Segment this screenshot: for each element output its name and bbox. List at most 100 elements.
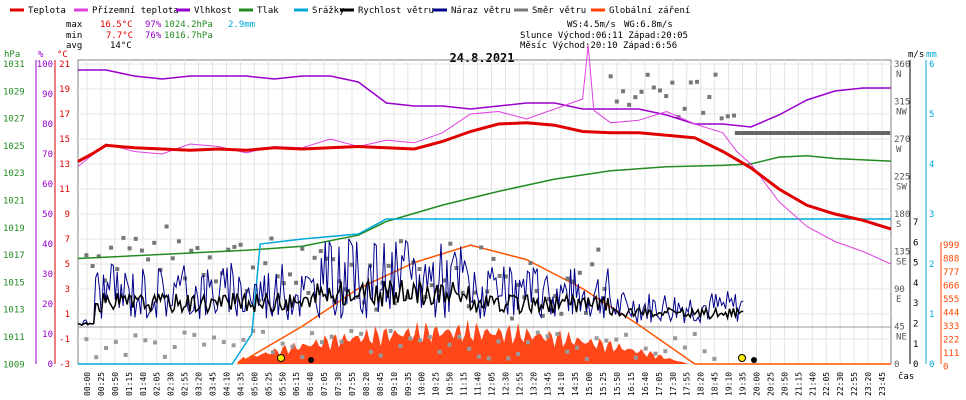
- wind-direction-dot: [270, 350, 275, 355]
- wind-direction-dot: [84, 337, 89, 342]
- wind-direction-dot: [349, 262, 354, 267]
- wind-direction-dot: [506, 356, 511, 361]
- wind-direction-dot: [860, 131, 865, 135]
- wind-direction-dot: [241, 337, 246, 342]
- hum-tick-label: 100: [37, 60, 53, 70]
- wind-direction-dot: [824, 131, 829, 135]
- wind-direction-dot: [594, 336, 599, 341]
- series-wind-speed: [77, 277, 744, 326]
- dir-tick-name: NE: [896, 333, 907, 343]
- hum-tick-label: 0: [48, 360, 53, 370]
- wind-direction-dot: [294, 280, 299, 285]
- wind-direction-dot: [604, 338, 609, 343]
- wind-direction-dot: [651, 85, 656, 90]
- dir-tick-label: 225: [894, 173, 910, 183]
- wind-direction-dot: [324, 256, 329, 261]
- wind-direction-dot: [732, 113, 737, 118]
- wind-direction-dot: [418, 338, 423, 343]
- wind-direction-dot: [883, 131, 888, 135]
- x-tick-label: 17:55: [683, 372, 692, 396]
- stats-max-press: 1024.2hPa: [164, 20, 213, 30]
- hum-tick-label: 20: [42, 300, 53, 310]
- x-tick-label: 02:05: [153, 372, 162, 396]
- rad-tick-label: 222: [943, 336, 959, 346]
- wind-direction-dot: [94, 355, 99, 360]
- wind-direction-dot: [398, 344, 403, 349]
- wind-direction-dot: [740, 131, 745, 135]
- press-tick-label: 1015: [3, 278, 25, 288]
- wind-tick-label: 4: [913, 279, 918, 289]
- press-tick-label: 1019: [3, 224, 25, 234]
- stats-max-label: max: [66, 20, 83, 30]
- legend-label: Srážky: [312, 6, 345, 16]
- wind-direction-dot: [779, 131, 784, 135]
- wind-direction-dot: [496, 339, 501, 344]
- x-tick-label: 15:50: [613, 372, 622, 396]
- dir-tick-name: N: [896, 70, 901, 80]
- dir-tick-name: NW: [896, 108, 907, 118]
- wind-direction-dot: [516, 282, 521, 287]
- x-tick-label: 02:30: [167, 372, 176, 396]
- wind-direction-dot: [251, 328, 256, 333]
- wind-direction-dot: [319, 340, 324, 345]
- wind-direction-dot: [765, 131, 770, 135]
- wind-direction-dot: [476, 354, 481, 359]
- hum-tick-label: 60: [42, 180, 53, 190]
- wind-tick-label: 5: [913, 259, 918, 269]
- wind-direction-dot: [312, 255, 317, 260]
- wind-direction-dot: [565, 276, 570, 281]
- series-temperature: [77, 121, 892, 231]
- dir-tick-label: 90: [894, 285, 905, 295]
- dir-tick-name: SE: [896, 258, 907, 268]
- rad-tick-label: 777: [943, 268, 959, 278]
- x-tick-label: 09:35: [404, 372, 413, 396]
- wind-direction-dot: [874, 131, 879, 135]
- wind-direction-dot: [866, 131, 871, 135]
- temp-tick-label: 19: [59, 85, 70, 95]
- temp-tick-label: 3: [65, 285, 70, 295]
- wind-direction-dot: [121, 235, 126, 240]
- wind-direction-dot: [768, 131, 773, 135]
- info-box: WS:4.5m/s WG:6.8m/s Slunce Východ:06:11 …: [520, 20, 688, 51]
- wind-direction-dot: [275, 274, 280, 279]
- wind-direction-dot: [832, 131, 837, 135]
- legend: Teplota Přízemní teplota Vlhkost Tlak Srážky…: [10, 6, 690, 16]
- wind-direction-dot: [497, 273, 502, 278]
- sunrise-marker: [277, 354, 285, 362]
- wind-direction-dot: [300, 246, 305, 251]
- wind-direction-dot: [427, 334, 432, 339]
- wind-direction-dot: [467, 346, 472, 351]
- info-ws: WS:4.5m/s: [567, 20, 616, 30]
- stats-avg-temp: 14°C: [110, 41, 132, 51]
- press-tick-label: 1017: [3, 251, 25, 261]
- wind-direction-dot: [398, 239, 403, 244]
- wind-direction-dot: [818, 131, 823, 135]
- wind-direction-dot: [614, 337, 619, 342]
- wind-direction-dot: [176, 239, 181, 244]
- rain-unit: mm: [926, 50, 937, 60]
- wind-direction-dot: [785, 131, 790, 135]
- dir-tick-label: 270: [894, 135, 910, 145]
- wind-direction-dot: [509, 316, 514, 321]
- wind-direction-dot: [442, 278, 447, 283]
- x-tick-label: 04:10: [222, 372, 231, 396]
- dir-tick-label: 0: [894, 360, 899, 370]
- press-tick-label: 1021: [3, 197, 25, 207]
- wind-direction-dot: [535, 330, 540, 335]
- legend-label: Vlhkost: [194, 6, 232, 16]
- wind-direction-dot: [821, 131, 826, 135]
- wind-direction-dot: [374, 307, 379, 312]
- wind-direction-dot: [793, 131, 798, 135]
- temp-tick-label: 5: [65, 260, 70, 270]
- wind-direction-dot: [546, 297, 551, 302]
- wind-direction-dot: [663, 349, 668, 354]
- wind-direction-dot: [466, 304, 471, 309]
- wind-direction-dot: [838, 131, 843, 135]
- sunset-marker: [738, 354, 746, 362]
- wind-direction-dot: [804, 131, 809, 135]
- wind-direction-dot: [754, 131, 759, 135]
- wind-direction-dot: [232, 244, 237, 249]
- wind-direction-dot: [796, 131, 801, 135]
- x-tick-label: 07:55: [348, 372, 357, 396]
- wind-direction-dot: [682, 345, 687, 350]
